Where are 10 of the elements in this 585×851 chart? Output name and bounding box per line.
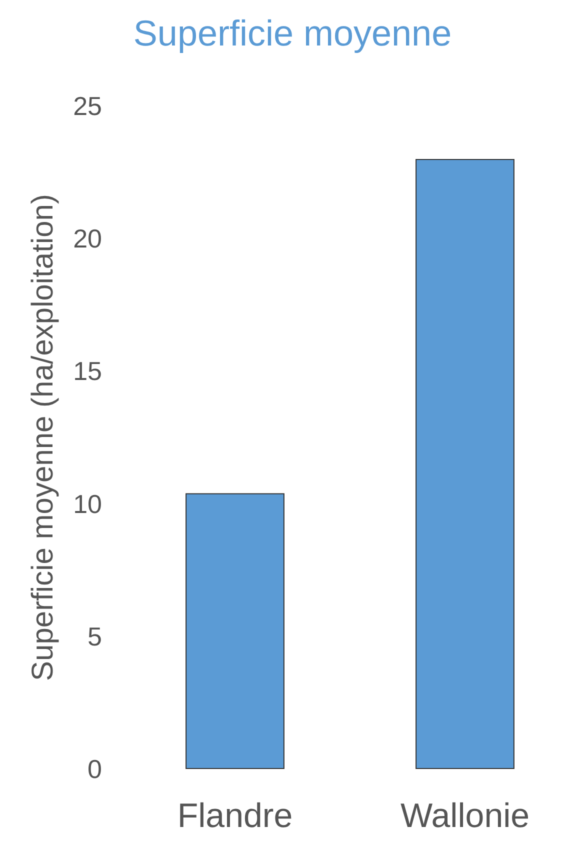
y-tick-label: 10 bbox=[73, 488, 102, 519]
y-tick-label: 25 bbox=[73, 91, 102, 121]
chart-title: Superficie moyenne bbox=[133, 12, 452, 54]
y-axis-title: Superficie moyenne (ha/exploitation) bbox=[26, 194, 60, 681]
y-tick-label: 0 bbox=[88, 754, 102, 784]
y-tick-label: 20 bbox=[73, 224, 102, 254]
x-tick-label: Flandre bbox=[177, 797, 293, 835]
y-tick-label: 15 bbox=[73, 356, 102, 386]
x-tick-label: Wallonie bbox=[400, 797, 530, 835]
y-tick-label: 5 bbox=[88, 621, 102, 652]
